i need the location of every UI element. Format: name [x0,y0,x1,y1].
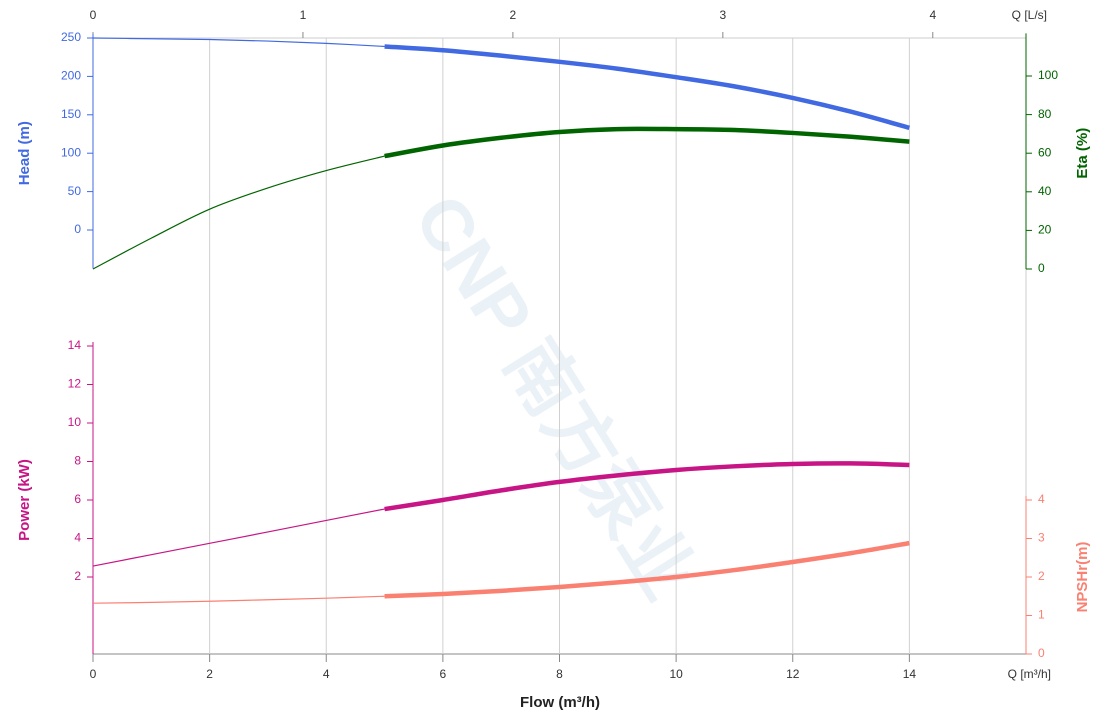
curve-thin [92,508,385,567]
y-tick-label: 3 [1038,531,1045,545]
y-tick-label: 12 [68,377,82,391]
x-tick-label: 10 [669,667,683,681]
x-tick-label: 2 [206,667,213,681]
y-tick-label: 4 [1038,492,1045,506]
x-axis-title: Flow (m³/h) [520,694,600,711]
x-tick-label: 6 [440,667,447,681]
y-tick-label: 40 [1038,184,1052,198]
y-tick-label: 60 [1038,145,1052,159]
y-tick-label: 14 [68,338,82,352]
curve-duty [384,540,910,599]
y-tick-label: 8 [74,454,81,468]
x2-tick-label: 4 [929,8,936,22]
y-axis-title: Head (m) [16,121,33,185]
y-tick-label: 1 [1038,608,1045,622]
x-tick-label: 8 [556,667,563,681]
x2-tick-label: 1 [300,8,307,22]
y-tick-label: 50 [68,184,82,198]
x-tick-label: 4 [323,667,330,681]
curve-thin [92,37,385,48]
y-tick-label: 2 [1038,569,1045,583]
x-tick-label: 0 [90,667,97,681]
x2-unit: Q [L/s] [1012,8,1047,22]
y-tick-label: 150 [61,107,81,121]
y-axis-title: Power (kW) [16,459,33,541]
y-tick-label: 20 [1038,223,1052,237]
y-axis-title: NPSHr(m) [1074,542,1091,613]
y-tick-label: 100 [1038,68,1058,82]
y-tick-label: 0 [1038,646,1045,660]
watermark: CNP 南方泵业 [399,182,710,613]
x2-tick-label: 0 [90,8,97,22]
curve-thin [92,595,385,604]
x2-tick-label: 2 [510,8,517,22]
x-tick-label: 12 [786,667,800,681]
curve-duty [384,44,910,131]
y-tick-label: 2 [74,569,81,583]
curve-thin [92,155,385,270]
x-unit: Q [m³/h] [1008,667,1051,681]
y-tick-label: 0 [1038,261,1045,275]
y-tick-label: 80 [1038,107,1052,121]
y-tick-label: 100 [61,145,81,159]
curve-duty [384,461,910,512]
y-tick-label: 10 [68,415,82,429]
y-tick-label: 0 [74,222,81,236]
y-axis-title: Eta (%) [1074,128,1091,179]
x2-tick-label: 3 [719,8,726,22]
y-tick-label: 200 [61,69,81,83]
y-tick-label: 4 [74,531,81,545]
curve-duty [384,126,910,159]
y-tick-label: 6 [74,492,81,506]
y-tick-label: 250 [61,30,81,44]
x-tick-label: 14 [903,667,917,681]
